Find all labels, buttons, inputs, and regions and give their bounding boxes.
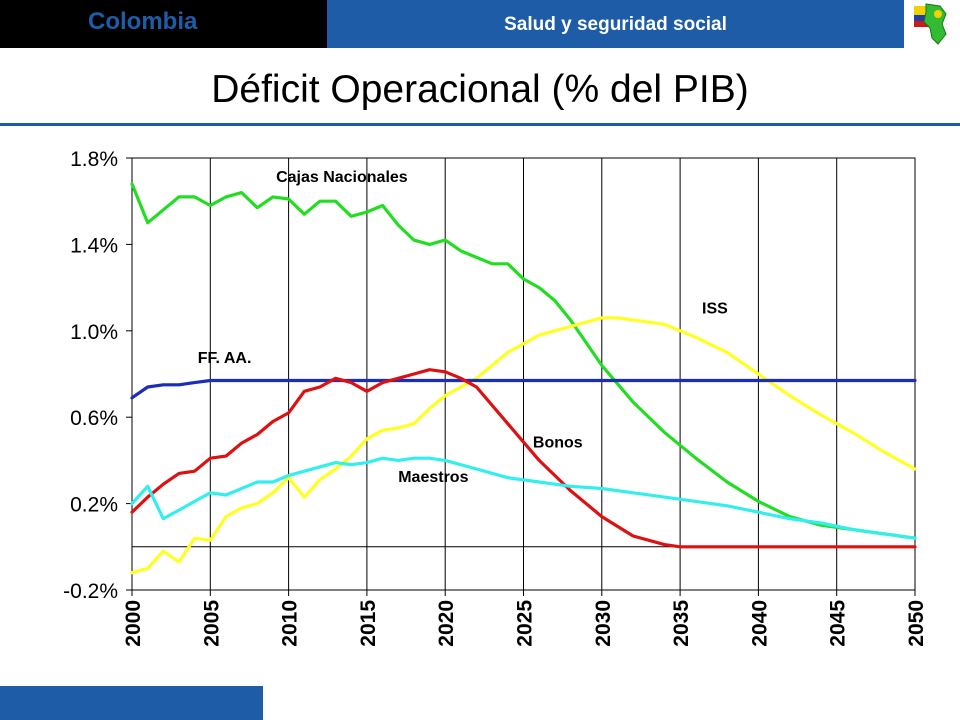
x-tick-label: 2025 <box>514 600 537 647</box>
series-label-maestros: Maestros <box>398 469 468 486</box>
x-tick-label: 2045 <box>827 600 850 647</box>
x-tick-label: 2015 <box>357 600 380 647</box>
y-tick-label: 0.2% <box>70 494 118 517</box>
header-section-panel: Salud y seguridad social <box>327 0 904 48</box>
chart-title: Déficit Operacional (% del PIB) <box>211 68 749 111</box>
map-flag-icon <box>914 3 947 45</box>
series-line-bonos <box>130 368 917 549</box>
y-tick-label: 0.6% <box>70 407 118 430</box>
x-tick-label: 2050 <box>905 600 928 647</box>
x-tick-label: 2000 <box>122 600 145 647</box>
y-tick-label: 1.4% <box>70 234 118 257</box>
colombia-map-logo <box>904 0 960 48</box>
series-line-maestros <box>130 456 917 540</box>
x-tick-label: 2035 <box>670 600 693 647</box>
title-divider <box>0 123 960 126</box>
header-country-panel: Colombia <box>0 0 327 48</box>
y-tick-label: -0.2% <box>63 580 118 603</box>
x-tick-label: 2010 <box>279 600 302 647</box>
series-label-iss: ISS <box>702 301 728 318</box>
y-tick-label: 1.8% <box>70 148 118 171</box>
footer-bar <box>0 686 263 720</box>
country-name: Colombia <box>88 8 198 35</box>
x-tick-label: 2030 <box>592 600 615 647</box>
series-label-bonos: Bonos <box>533 434 583 451</box>
section-title: Salud y seguridad social <box>504 14 727 35</box>
x-tick-label: 2005 <box>200 600 223 647</box>
deficit-line-chart: -0.2% 0.2% 0.6% 1.0% 1.4% 1.8% 2000 2005 2010 201… <box>63 148 928 647</box>
series-line-iss <box>130 316 917 575</box>
x-tick-label: 2040 <box>748 600 771 647</box>
series-label-ff-aa: FF. AA. <box>198 350 252 367</box>
series-line-cajas-nacionales <box>130 182 917 540</box>
y-tick-label: 1.0% <box>70 321 118 344</box>
series-line-ff-aa <box>130 378 917 400</box>
x-tick-label: 2020 <box>435 600 458 647</box>
series-label-cajas-nacionales: Cajas Nacionales <box>276 169 408 186</box>
